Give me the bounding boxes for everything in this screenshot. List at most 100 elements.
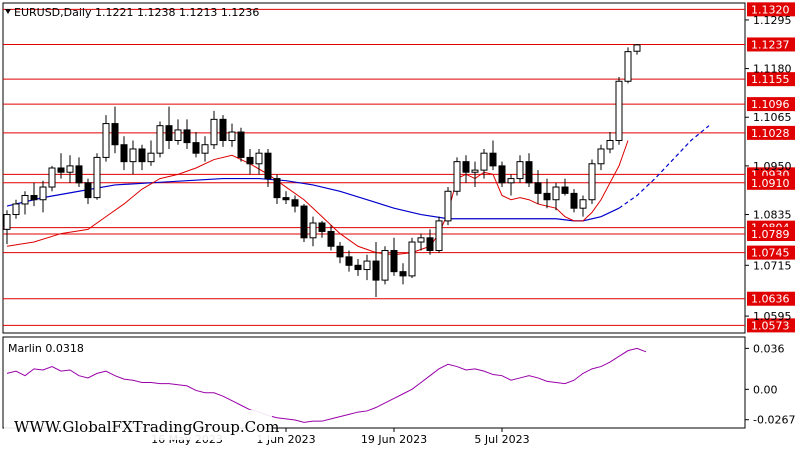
candle-61 — [552, 182, 560, 211]
level-label-3: 1.1096 — [751, 98, 790, 111]
candle-41 — [372, 242, 380, 298]
candle-37 — [336, 242, 344, 264]
price-tick-1: 1.1180 — [753, 63, 792, 76]
ma-slow-line — [6, 177, 620, 222]
candle-body-1 — [12, 203, 20, 216]
candle-body-38 — [345, 256, 353, 266]
candle-51 — [462, 155, 470, 183]
candle-body-59 — [534, 182, 542, 194]
candle-body-57 — [516, 161, 524, 180]
candle-68 — [615, 77, 623, 145]
candle-48 — [435, 216, 443, 253]
candle-21 — [192, 132, 200, 158]
watermark: WWW.GlobalFXTradingGroup.Com — [4, 410, 279, 440]
candle-46 — [417, 233, 425, 251]
candle-body-3 — [30, 195, 38, 201]
candle-2 — [21, 191, 29, 215]
candle-body-4 — [39, 186, 47, 201]
oscillator-layer: 0.036 0.00 -0.0267 — [6, 342, 795, 427]
candle-7 — [66, 155, 74, 183]
oscillator-line — [6, 347, 647, 423]
candle-body-41 — [372, 260, 380, 281]
candle-35 — [318, 220, 326, 238]
candle-66 — [597, 144, 605, 171]
candle-3 — [30, 182, 38, 207]
candle-44 — [399, 263, 407, 285]
candle-body-54 — [489, 152, 497, 167]
candle-50 — [453, 157, 461, 196]
level-label-10: 1.0636 — [751, 293, 790, 306]
candle-body-51 — [462, 161, 470, 173]
candle-body-48 — [435, 220, 443, 251]
candle-body-70 — [633, 44, 641, 52]
candle-9 — [84, 178, 92, 204]
level-label-box-11 — [747, 318, 795, 333]
candles-layer — [3, 44, 641, 298]
candle-body-64 — [579, 199, 587, 209]
level-label-1: 1.1237 — [751, 38, 790, 51]
candle-body-2 — [21, 195, 29, 205]
candle-body-7 — [66, 165, 74, 173]
level-label-11: 1.0573 — [751, 319, 790, 332]
candle-52 — [471, 161, 479, 188]
osc-tick-2: -0.0267 — [753, 414, 795, 427]
candle-12 — [111, 106, 119, 154]
candle-6 — [57, 153, 65, 179]
candle-34 — [309, 216, 317, 247]
candle-body-52 — [471, 169, 479, 173]
candle-11 — [102, 115, 110, 162]
candle-body-16 — [147, 152, 155, 163]
candle-body-0 — [3, 214, 11, 230]
candle-45 — [408, 237, 416, 278]
candle-69 — [624, 47, 632, 84]
chart-menu-triangle-icon[interactable] — [5, 9, 11, 14]
candle-62 — [561, 178, 569, 196]
candle-body-69 — [624, 51, 632, 82]
level-label-box-9 — [747, 245, 795, 260]
candle-body-31 — [282, 197, 290, 201]
candle-42 — [381, 246, 389, 285]
watermark-text: WWW.GlobalFXTradingGroup.Com — [14, 418, 279, 436]
level-label-box-4 — [747, 125, 795, 140]
watermark-box — [4, 410, 272, 440]
candle-26 — [237, 127, 245, 162]
candle-body-62 — [561, 186, 569, 194]
candle-30 — [273, 174, 281, 204]
candle-body-12 — [111, 123, 119, 146]
candle-body-60 — [543, 192, 551, 201]
candle-24 — [219, 115, 227, 147]
candle-body-61 — [552, 186, 560, 201]
candle-4 — [39, 180, 47, 213]
level-label-box-2 — [747, 72, 795, 87]
price-tick-2: 1.1065 — [753, 111, 792, 124]
candle-58 — [525, 153, 533, 188]
candle-19 — [174, 119, 182, 145]
candle-40 — [363, 254, 371, 281]
candle-body-21 — [192, 142, 200, 154]
candle-65 — [588, 159, 596, 204]
candle-38 — [345, 250, 353, 272]
candle-body-26 — [237, 131, 245, 158]
level-label-6: 1.0910 — [751, 177, 790, 190]
candle-body-55 — [498, 165, 506, 184]
oscillator-title: Marlin 0.0318 — [8, 342, 84, 355]
candle-28 — [255, 148, 263, 175]
candle-body-45 — [408, 241, 416, 277]
candle-body-22 — [201, 144, 209, 154]
candle-body-35 — [318, 222, 326, 232]
candle-31 — [282, 191, 290, 204]
level-label-0: 1.1320 — [751, 3, 790, 16]
candle-64 — [579, 195, 587, 217]
candle-body-33 — [300, 205, 308, 239]
candle-70 — [633, 44, 641, 55]
level-label-box-10 — [747, 291, 795, 306]
candle-body-66 — [597, 148, 605, 165]
candle-14 — [129, 140, 137, 175]
candle-body-40 — [363, 260, 371, 271]
candle-body-53 — [480, 152, 488, 171]
candle-body-24 — [219, 118, 227, 141]
candle-body-68 — [615, 80, 623, 142]
candle-8 — [75, 157, 83, 188]
candle-17 — [156, 121, 164, 158]
candle-body-20 — [183, 129, 191, 144]
